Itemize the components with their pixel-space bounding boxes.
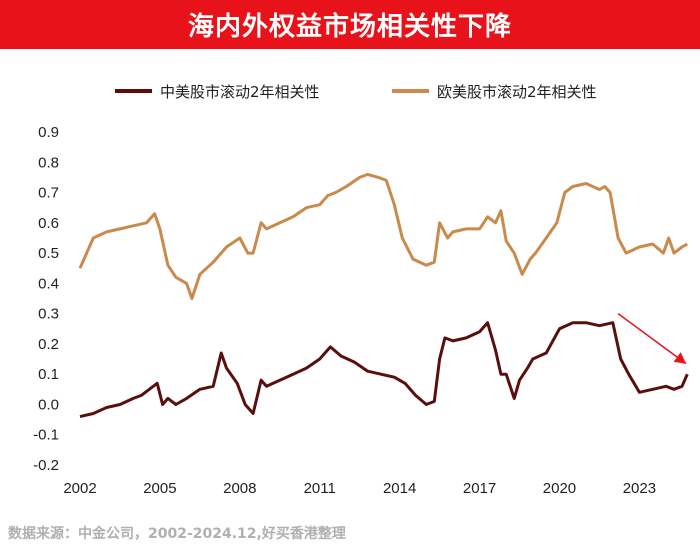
y-tick-label: 0.5 [38,245,59,262]
chart-area: 中美股市滚动2年相关性 欧美股市滚动2年相关性 -0.2 -0.1 0.0 0.1 0.… [33,83,689,497]
y-tick-label: 0.8 [38,154,59,171]
y-tick-label: 0.4 [38,275,59,292]
y-tick-label: 0.0 [38,396,59,413]
series-line-europe-us [78,172,689,300]
y-axis: -0.2 -0.1 0.0 0.1 0.2 0.3 0.4 0.5 0.6 0.7 0.8 0.9 [33,124,59,474]
y-tick-label: 0.9 [38,124,59,141]
x-axis: 2002 2005 2008 2011 2014 2017 2020 2023 [63,480,656,497]
y-tick-label: 0.1 [38,366,59,383]
trend-arrow-head [673,352,687,364]
trend-arrow-line [617,313,687,365]
source-note: 数据来源：中金公司，2002-2024.12,好买香港整理 [8,526,346,542]
legend-label-europe-us: 欧美股市滚动2年相关性 [437,83,597,101]
y-tick-label: -0.2 [33,457,59,474]
legend: 中美股市滚动2年相关性 欧美股市滚动2年相关性 [115,83,597,101]
x-tick-label: 2023 [623,480,656,497]
y-tick-label: 0.2 [38,336,59,353]
x-tick-label: 2008 [223,480,256,497]
x-tick-label: 2002 [63,480,96,497]
x-tick-label: 2011 [304,480,336,497]
series-line-china-us [79,321,689,419]
x-tick-label: 2020 [543,480,576,497]
x-tick-label: 2014 [383,480,416,497]
x-tick-label: 2005 [143,480,176,497]
chart-title: 海内外权益市场相关性下降 [187,12,512,42]
x-tick-label: 2017 [463,480,496,497]
legend-label-china-us: 中美股市滚动2年相关性 [160,83,320,101]
title-banner: 海内外权益市场相关性下降 [0,0,700,49]
y-tick-label: -0.1 [33,427,59,444]
y-tick-label: 0.6 [38,215,59,232]
y-tick-label: 0.3 [38,306,59,323]
y-tick-label: 0.7 [38,185,59,202]
plot-area [78,172,689,419]
